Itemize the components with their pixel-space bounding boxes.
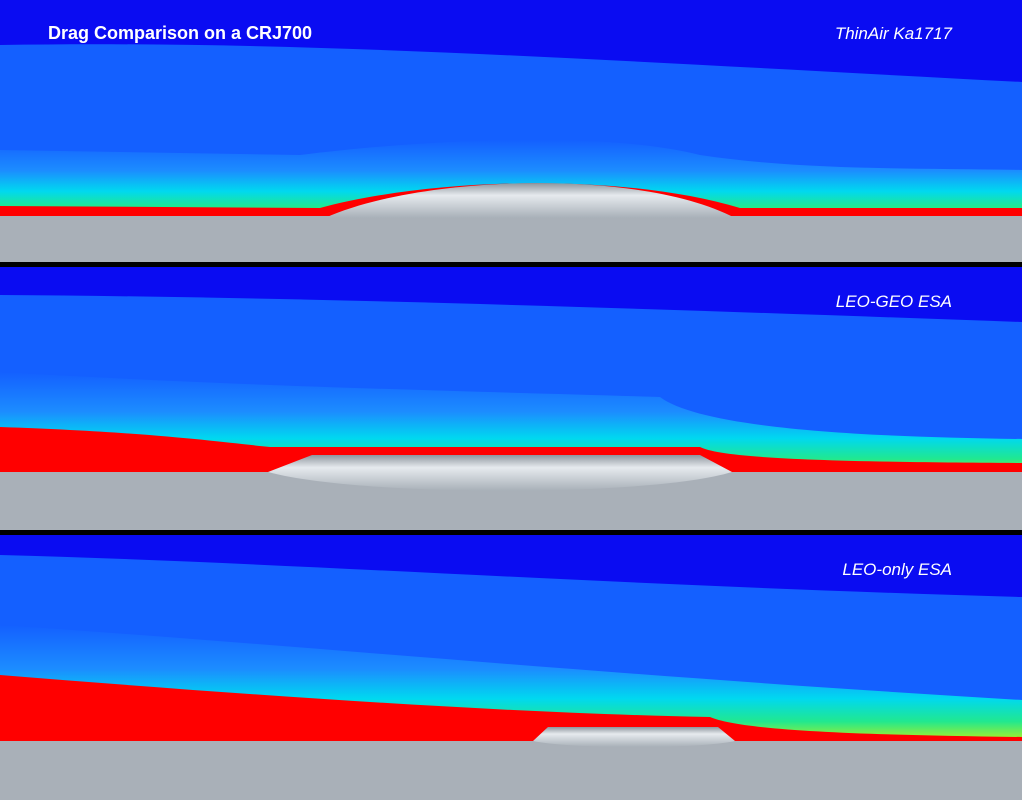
panel: LEO-GEO ESA <box>0 267 1022 530</box>
panel-label: LEO-only ESA <box>842 560 952 579</box>
panel: LEO-only ESA <box>0 535 1022 800</box>
title: Drag Comparison on a CRJ700 <box>48 23 312 43</box>
panel-label: ThinAir Ka1717 <box>835 24 953 43</box>
panel-label: LEO-GEO ESA <box>836 292 952 311</box>
panel: Drag Comparison on a CRJ700 ThinAir Ka17… <box>0 0 1022 262</box>
